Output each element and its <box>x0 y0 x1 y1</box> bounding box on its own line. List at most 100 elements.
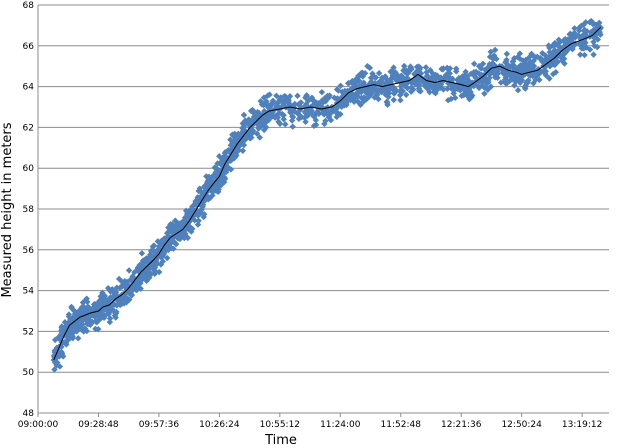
data-point <box>411 80 419 88</box>
data-point <box>264 113 271 121</box>
data-point <box>491 46 499 54</box>
data-point <box>113 284 121 291</box>
data-point <box>318 88 326 96</box>
data-point <box>106 315 114 322</box>
data-point <box>582 19 589 26</box>
data-point <box>554 58 562 65</box>
data-point <box>137 273 145 280</box>
x-tick-label: 13:19:12 <box>562 420 602 430</box>
data-point <box>343 101 350 109</box>
data-point <box>185 209 192 216</box>
data-point <box>528 61 535 68</box>
data-point <box>415 63 422 70</box>
data-point <box>239 147 247 154</box>
data-point <box>583 28 591 35</box>
data-point <box>72 323 80 331</box>
data-point <box>506 72 514 79</box>
data-point <box>366 64 373 72</box>
data-point <box>444 69 452 77</box>
data-point <box>528 50 535 58</box>
data-point <box>325 112 333 120</box>
data-point <box>404 84 411 92</box>
data-point <box>120 300 128 307</box>
data-point <box>554 48 561 55</box>
data-point <box>172 240 180 248</box>
data-point <box>580 21 587 28</box>
data-point <box>169 221 176 228</box>
data-point <box>146 274 153 281</box>
x-tick-label: 11:24:00 <box>320 420 361 430</box>
data-point <box>319 99 327 106</box>
data-point <box>167 240 174 247</box>
data-point <box>277 96 284 104</box>
data-point <box>297 99 305 106</box>
y-tick-label: 60 <box>23 164 35 174</box>
y-tick-label: 66 <box>23 42 35 52</box>
axes <box>37 5 609 417</box>
data-point <box>289 123 296 130</box>
data-point <box>133 286 141 293</box>
data-point <box>65 313 73 320</box>
data-point <box>347 96 354 104</box>
data-point <box>74 335 82 342</box>
data-point <box>434 81 442 89</box>
data-point <box>591 34 599 41</box>
data-point <box>510 61 517 69</box>
data-point <box>571 29 578 37</box>
data-point <box>537 54 544 62</box>
data-point <box>568 33 576 40</box>
data-point <box>61 319 69 326</box>
data-point <box>137 263 144 270</box>
data-point <box>235 133 242 140</box>
data-point <box>502 58 510 65</box>
data-point <box>266 91 273 98</box>
data-point <box>459 77 466 85</box>
data-point <box>486 74 493 81</box>
data-point <box>298 113 305 121</box>
data-point <box>106 296 114 304</box>
data-point <box>101 312 109 319</box>
data-point <box>333 86 341 93</box>
data-point <box>535 71 542 78</box>
data-point <box>575 27 583 34</box>
data-point <box>462 73 469 80</box>
data-point <box>555 36 563 43</box>
data-point <box>256 134 264 141</box>
data-point <box>247 128 254 135</box>
data-point <box>479 60 487 67</box>
data-point <box>546 75 553 82</box>
data-point <box>521 84 529 91</box>
data-point <box>443 64 451 72</box>
data-point <box>490 52 498 59</box>
data-point <box>432 90 439 97</box>
data-point <box>139 259 147 267</box>
data-point <box>532 72 540 80</box>
data-point <box>423 69 430 76</box>
data-point <box>444 85 451 92</box>
data-point <box>112 314 119 321</box>
data-point <box>193 201 200 209</box>
data-point <box>144 259 151 266</box>
y-tick-label: 58 <box>23 205 35 215</box>
data-point <box>530 80 537 87</box>
data-point <box>86 317 93 324</box>
data-point <box>280 111 287 119</box>
data-point <box>268 113 275 121</box>
data-point <box>170 226 177 233</box>
data-point <box>182 230 189 238</box>
data-point <box>325 94 332 101</box>
data-point <box>253 113 260 120</box>
data-point <box>189 225 196 232</box>
data-point <box>125 267 133 274</box>
data-point <box>431 84 439 91</box>
data-point <box>596 19 603 27</box>
grid-lines <box>38 4 609 414</box>
data-point <box>390 90 398 97</box>
data-point <box>525 77 532 84</box>
tick-labels: 48 50 52 54 56 58 60 62 64 66 68 09:00:00 09:28:48 09… <box>18 1 603 430</box>
data-point <box>361 70 369 77</box>
data-point <box>56 350 64 358</box>
data-point <box>553 41 560 48</box>
x-tick-label: 10:26:24 <box>199 420 240 430</box>
